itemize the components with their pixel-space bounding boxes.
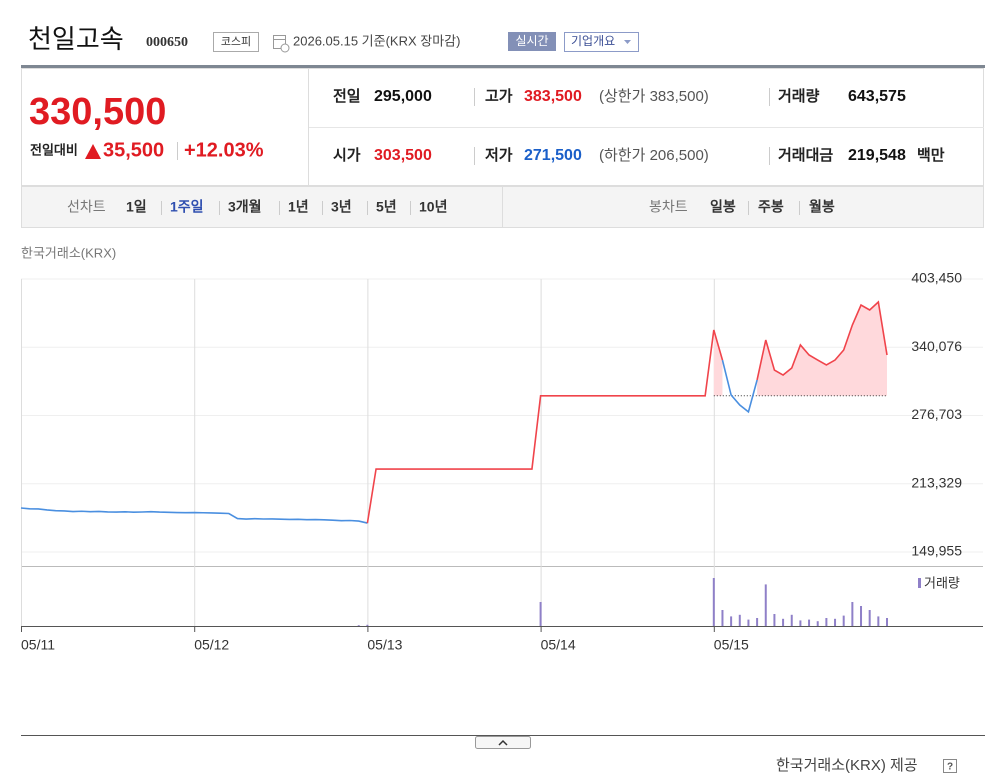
volume-bar (825, 618, 828, 626)
market-label: 코스피 (221, 35, 251, 48)
y-tick-label: 276,703 (911, 406, 962, 422)
item-unit: 백만 (917, 147, 945, 164)
quote-items: 전일 295,000 고가 383,500 (상한가 383,500) 거래량 … (333, 87, 945, 165)
period-tab[interactable]: 1년 (288, 199, 309, 215)
period-tab[interactable]: 10년 (419, 199, 447, 215)
period-tab[interactable]: 3개월 (228, 199, 262, 215)
change-percent: +12.03% (184, 139, 264, 161)
dropdown-arrow (624, 40, 631, 44)
item-value: 271,500 (524, 147, 582, 164)
y-tick-label: 403,450 (911, 270, 962, 286)
item-label: 시가 (333, 147, 361, 164)
volume-bar (842, 615, 845, 626)
tab-group-label: 봉차트 (649, 199, 688, 215)
item-label: 거래량 (778, 87, 820, 105)
volume-bar (773, 614, 776, 626)
volume-bar (860, 606, 863, 626)
volume-bar (357, 625, 360, 626)
item-value: 295,000 (374, 88, 432, 105)
item-label: 전일 (333, 88, 361, 105)
chart: 149,955 213,329 276,703 340,076 403,450 05/11… (20, 270, 983, 653)
volume-bar (738, 614, 741, 626)
up-arrow (85, 144, 101, 159)
tab-group-label: 선차트 (67, 199, 106, 215)
area (713, 329, 723, 396)
volume-bar (877, 616, 880, 626)
realtime-label[interactable]: 실시간 (515, 34, 548, 48)
item-value: 303,500 (374, 147, 432, 164)
collapse-icon (498, 739, 508, 746)
tabs: 선차트 1일 1주일 3개월 1년 3년 5년 10년 봉차트 일봉 주봉 월봉 (67, 199, 835, 215)
source-bottom: 한국거래소(KRX) 제공 (776, 757, 918, 774)
period-tab[interactable]: 월봉 (809, 199, 835, 215)
x-tick-label: 05/13 (367, 637, 402, 653)
y-tick-label: 213,329 (911, 474, 962, 490)
item-value: 643,575 (848, 88, 906, 105)
volume-bar (756, 618, 759, 626)
current-price: 330,500 (29, 91, 166, 133)
volume-bar (799, 620, 802, 626)
period-tab[interactable]: 3년 (331, 199, 352, 215)
price-line (20, 359, 758, 524)
x-tick-label: 05/15 (714, 637, 749, 653)
volume-bar (721, 610, 724, 626)
volume-bar (539, 602, 542, 626)
collapse-button[interactable] (475, 736, 531, 749)
period-tab[interactable]: 주봉 (758, 199, 784, 215)
y-tick-label: 149,955 (911, 543, 962, 559)
stock-name: 천일고속 (28, 24, 124, 54)
area (757, 301, 887, 396)
item-label: 저가 (485, 147, 513, 164)
legend-label: 거래량 (924, 575, 960, 590)
item-value: 383,500 (524, 88, 582, 105)
volume-bar (868, 610, 871, 626)
volume-bar (712, 578, 715, 626)
help-button[interactable] (943, 759, 957, 773)
price-line (366, 300, 888, 524)
volume-bar (790, 614, 793, 626)
overview-button[interactable] (564, 32, 639, 52)
period-tab[interactable]: 1주일 (170, 199, 204, 215)
header-rule (21, 65, 985, 68)
x-tick-label: 05/12 (194, 637, 229, 653)
volume-bar (886, 618, 888, 626)
x-tick-label: 05/14 (541, 637, 576, 653)
item-label: 거래대금 (778, 147, 833, 164)
volume-bar (366, 624, 369, 626)
overview-label[interactable]: 기업개요 (571, 34, 615, 48)
help-icon[interactable]: ? (947, 762, 953, 773)
realtime-button[interactable] (508, 32, 556, 51)
period-tab[interactable]: 1일 (126, 199, 147, 215)
period-tab[interactable]: 5년 (376, 199, 397, 215)
change-value: 35,500 (103, 139, 164, 161)
volume-bar (816, 621, 819, 626)
date-note: 2026.05.15 기준(KRX 장마감) (293, 33, 460, 48)
volume-bar (834, 618, 837, 626)
legend-swatch (918, 578, 921, 588)
calendar-icon (273, 35, 290, 53)
x-tick-label: 05/11 (21, 637, 55, 653)
item-value: 219,548 (848, 147, 906, 164)
period-tab[interactable]: 일봉 (710, 199, 736, 215)
volume-bar (808, 619, 811, 626)
item-note: (하한가 206,500) (599, 147, 709, 164)
y-tick-label: 340,076 (911, 338, 962, 354)
market-badge (213, 32, 259, 52)
change-label: 전일대비 (30, 142, 78, 157)
volume-bar (782, 618, 785, 626)
volume-bar (764, 584, 767, 626)
stock-code: 000650 (146, 35, 188, 50)
item-note: (상한가 383,500) (599, 88, 709, 105)
volume-bar (730, 616, 733, 626)
source-top: 한국거래소(KRX) (21, 245, 116, 260)
volume-bar (851, 602, 854, 626)
item-label: 고가 (485, 88, 513, 105)
volume-bar (747, 619, 750, 626)
